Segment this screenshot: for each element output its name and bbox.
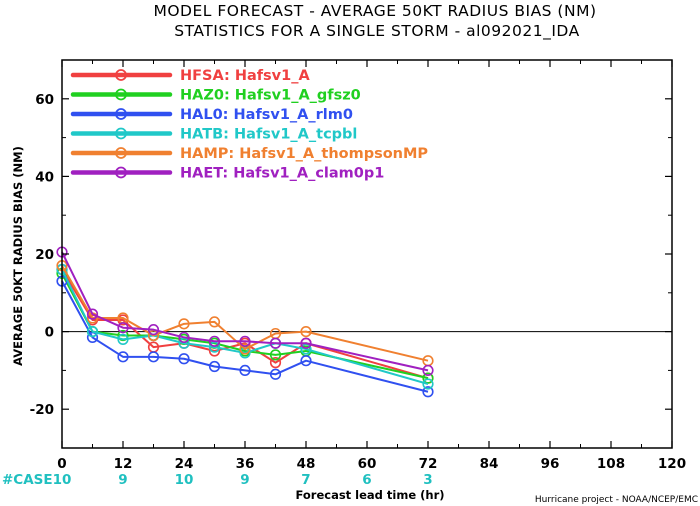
case-count: 10 [53,472,72,488]
data-point [422,386,434,398]
y-tick-label: 60 [35,92,54,108]
series-haet [56,246,434,377]
legend-swatch-marker [115,108,127,120]
series-line [61,265,429,362]
data-point [86,308,99,320]
x-tick-label: 120 [658,456,686,472]
chart-title: MODEL FORECAST - AVERAGE 50KT RADIUS BIA… [153,2,596,20]
data-point [300,326,312,338]
series-line [61,280,429,393]
legend-swatch-marker [115,147,127,159]
data-point [208,335,221,347]
case-count: 9 [118,472,127,488]
credit-text: Hurricane project - NOAA/NCEP/EMC [535,495,698,505]
legend-swatch-marker [115,166,127,179]
legend-entry: HFSA: Hafsv1_A [180,68,310,84]
series-hamp [56,260,434,367]
data-point [178,337,190,349]
data-point [147,351,160,363]
series-hatb [56,263,434,390]
legend-swatch-marker [115,88,127,101]
series-line [61,269,429,385]
data-point [239,335,251,347]
data-point [208,360,221,373]
legend-entry: HATB: Hafsv1_A_tcpbl [180,127,357,143]
data-point [269,349,282,361]
case-count: 3 [423,472,432,488]
legend-entry: HAMP: Hafsv1_A_thompsonMP [180,146,428,162]
y-tick-label: -20 [30,402,54,418]
case-count: 10 [175,472,194,488]
data-point [178,331,190,344]
y-tick-label: 0 [45,325,54,341]
x-axis-label: Forecast lead time (hr) [295,488,444,502]
x-tick-label: 0 [57,456,66,472]
legend-swatch-marker [115,127,127,140]
data-point [300,337,312,349]
data-point [86,326,99,338]
x-tick-label: 84 [480,456,499,472]
case-count: 6 [362,472,371,488]
x-tick-label: 72 [419,456,438,472]
data-point [422,378,434,390]
x-tick-label: 12 [114,456,133,472]
series-line [61,272,429,380]
y-axis-label: AVERAGE 50KT RADIUS BIAS (NM) [11,146,25,366]
legend-swatch-marker [115,69,127,81]
x-tick-label: 96 [541,456,560,472]
x-tick-label: 48 [297,456,316,472]
data-point [422,364,434,377]
data-point [300,355,312,367]
legend-entry: HAZ0: Hafsv1_A_gfsz0 [180,88,361,104]
data-point [208,341,221,353]
data-point [117,333,129,345]
data-point [117,351,129,363]
legend-entry: HAL0: Hafsv1_A_rlm0 [180,107,353,123]
case-count: 7 [301,472,310,488]
legend: HFSA: Hafsv1_A HAZ0: Hafsv1_A_gfsz0 HAL0: … [70,68,428,182]
data-point [178,318,190,330]
data-point [269,357,282,369]
x-tick-label: 60 [358,456,377,472]
data-point [147,324,160,336]
x-tick-label: 24 [175,456,194,472]
series-hal0 [56,275,434,398]
data-point [239,343,251,355]
data-point [117,322,129,334]
y-tick-label: 20 [35,247,54,263]
case-count: 9 [240,472,249,488]
data-point [239,364,251,377]
y-tick-label: 40 [35,169,54,185]
legend-entry: HAET: Hafsv1_A_clam0p1 [180,166,384,182]
data-point [178,353,190,365]
data-point [269,337,282,349]
data-point [208,316,221,328]
chart-subtitle: STATISTICS FOR A SINGLE STORM - al092021… [174,22,579,41]
case-label: #CASE [2,472,53,488]
data-point [269,368,282,380]
x-tick-label: 108 [597,456,625,472]
x-tick-label: 36 [236,456,255,472]
series-line [61,251,429,372]
